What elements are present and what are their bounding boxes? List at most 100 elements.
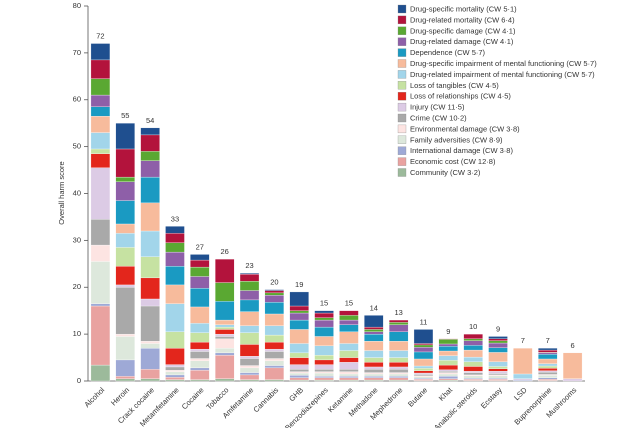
total-label: 33 <box>171 214 179 223</box>
bar-segment <box>339 362 359 370</box>
bar-segment <box>339 373 359 377</box>
bar-segment <box>140 298 160 307</box>
legend-swatch <box>397 124 407 134</box>
bar-segment <box>165 251 185 267</box>
bar-segment <box>339 319 359 325</box>
bar-segment <box>339 343 359 351</box>
total-label: 7 <box>546 336 550 345</box>
bar-segment <box>339 350 359 358</box>
bar-segment <box>190 351 210 359</box>
legend-label: Family adversities (CW 8·9) <box>410 135 503 144</box>
bar-segment <box>90 43 111 61</box>
bar-segment <box>388 362 409 368</box>
bar-segment <box>140 160 160 178</box>
total-label: 10 <box>469 322 477 331</box>
bar-segment <box>190 379 210 382</box>
bar-segment <box>215 352 235 356</box>
bar-segment <box>413 374 434 376</box>
bar-segment <box>513 373 533 379</box>
bar-segment <box>314 317 334 321</box>
bar-segment <box>215 348 235 354</box>
bar-segment <box>314 371 334 374</box>
bar-segment <box>364 315 384 328</box>
bar-segment <box>165 374 185 378</box>
bar-segment <box>115 376 135 379</box>
bar-segment <box>190 360 210 369</box>
bar-segment <box>463 349 483 358</box>
bar-segment <box>215 282 235 302</box>
legend-swatch <box>397 81 407 90</box>
bar-segment <box>538 370 558 373</box>
bar-segment <box>140 176 160 204</box>
bar-segment <box>190 358 210 361</box>
bar-segment <box>140 151 160 161</box>
bar-segment <box>488 361 508 367</box>
bar-segment <box>239 273 260 275</box>
bar-segment <box>140 378 160 382</box>
bar-segment <box>165 303 185 332</box>
bar-segment <box>264 292 285 296</box>
bar-segment <box>190 367 210 371</box>
bar-segment <box>239 311 260 326</box>
bar-segment <box>264 313 285 326</box>
bar-segment <box>562 352 583 379</box>
total-label: 9 <box>446 327 450 336</box>
total-label: 15 <box>320 299 328 308</box>
bar-segment <box>463 375 483 379</box>
legend-swatch <box>397 146 407 155</box>
bar-segment <box>538 371 558 375</box>
total-label: 9 <box>496 324 500 333</box>
bar-segment <box>513 378 533 381</box>
legend-swatch <box>397 168 407 177</box>
total-label: 20 <box>270 278 278 287</box>
bar-segment <box>239 365 260 369</box>
bar-segment <box>364 372 384 375</box>
bar-segment <box>190 254 210 261</box>
bar-segment <box>90 106 111 117</box>
bar-segment <box>438 339 458 345</box>
bar-segment <box>115 287 135 335</box>
legend-label: Drug-specific damage (CW 4·1) <box>410 26 516 35</box>
total-label: 54 <box>146 116 154 125</box>
bar-segment <box>463 371 483 373</box>
bar-segment <box>438 346 458 352</box>
legend-swatch <box>397 26 407 35</box>
bar-segment <box>488 375 508 379</box>
legend-label: Loss of tangibles (CW 4·5) <box>410 81 499 90</box>
legend-label: Dependence (CW 5·7) <box>410 48 486 57</box>
bar-segment <box>264 290 285 294</box>
bar-segment <box>364 350 384 358</box>
bar-segment <box>388 372 409 375</box>
bar-segment <box>115 284 135 288</box>
bar-segment <box>190 332 210 343</box>
bar-segment <box>538 354 558 360</box>
bar-segment <box>488 368 508 372</box>
bar-segment <box>314 369 334 372</box>
bar-segment <box>264 365 285 369</box>
legend-swatch <box>397 59 407 68</box>
bar-segment <box>90 94 111 107</box>
bar-segment <box>488 378 508 381</box>
bar-segment <box>413 368 434 371</box>
bar-segment <box>314 355 334 361</box>
bar-segment <box>413 351 434 360</box>
legend-label: Community (CW 3·2) <box>410 168 481 177</box>
bar-segment <box>264 325 285 336</box>
bar-segment <box>388 376 409 378</box>
bar-segment <box>90 78 111 96</box>
bar-segment <box>165 377 185 380</box>
bar-segment <box>190 323 210 333</box>
bar-segment <box>364 369 384 373</box>
bar-segment <box>115 333 135 337</box>
bar-segment <box>264 295 285 303</box>
bar-segment <box>364 376 384 378</box>
bar-segment <box>264 289 285 291</box>
bar-segment <box>190 259 210 268</box>
x-tick-label: Khat <box>437 385 455 403</box>
bar-segment <box>413 343 434 346</box>
bar-segment <box>438 371 458 373</box>
bar-segment <box>239 273 260 282</box>
bar-segment <box>215 326 235 330</box>
bar-segment <box>438 378 458 381</box>
legend-label: Drug-specific impairment of mental funct… <box>410 59 597 68</box>
